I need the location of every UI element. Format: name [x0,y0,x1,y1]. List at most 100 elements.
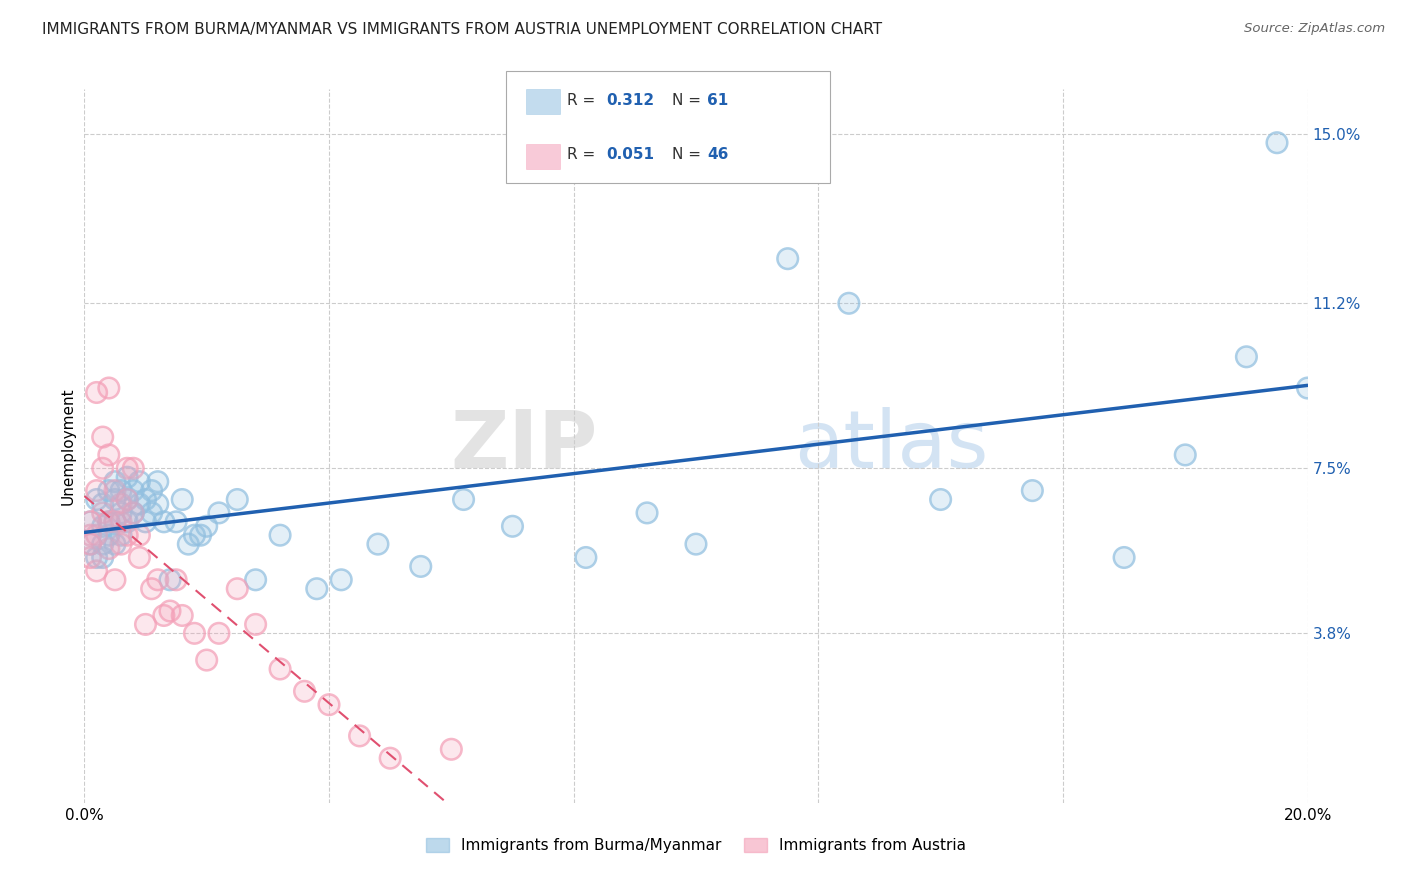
Point [226,582,249,596]
Point [165,573,187,587]
Point [91,537,114,551]
Point [97,541,120,556]
Point [110,528,132,542]
Point [79,537,101,551]
Point [91,497,114,511]
Point [409,559,432,574]
Point [1021,483,1043,498]
Point [79,537,101,551]
Point [91,550,114,565]
Point [122,506,145,520]
Point [122,483,145,498]
Point [502,519,524,533]
Point [122,506,145,520]
Text: 61: 61 [707,94,728,108]
Point [195,519,218,533]
Point [104,573,127,587]
Point [79,515,101,529]
Point [269,528,291,542]
Point [86,564,108,578]
Point [97,515,120,529]
Text: R =: R = [567,94,600,108]
Point [115,470,138,484]
Point [177,537,200,551]
Point [104,537,127,551]
Point [104,515,127,529]
Point [165,515,187,529]
Text: 0.051: 0.051 [606,147,654,161]
Point [104,515,127,529]
Point [86,550,108,565]
Point [183,626,205,640]
Point [104,537,127,551]
Point [97,528,120,542]
Point [97,448,120,462]
Point [97,515,120,529]
Point [104,492,127,507]
Point [318,698,340,712]
Point [177,537,200,551]
Point [91,497,114,511]
Point [245,573,267,587]
Point [135,515,157,529]
Point [453,492,475,507]
Text: 0.312: 0.312 [606,94,654,108]
Point [776,252,799,266]
Point [86,385,108,400]
Point [110,506,132,520]
Point [110,537,132,551]
Point [141,506,163,520]
Point [1236,350,1258,364]
Point [1174,448,1197,462]
Point [190,528,212,542]
Point [141,582,163,596]
Point [453,492,475,507]
Point [97,515,120,529]
Point [91,550,114,565]
Point [838,296,860,310]
Text: IMMIGRANTS FROM BURMA/MYANMAR VS IMMIGRANTS FROM AUSTRIA UNEMPLOYMENT CORRELATIO: IMMIGRANTS FROM BURMA/MYANMAR VS IMMIGRA… [42,22,883,37]
Point [440,742,463,756]
Point [79,537,101,551]
Point [79,515,101,529]
Point [153,515,176,529]
Point [91,461,114,475]
Point [97,528,120,542]
Point [294,684,316,698]
Point [135,492,157,507]
Point [172,608,194,623]
Point [318,698,340,712]
Y-axis label: Unemployment: Unemployment [60,387,76,505]
Point [208,506,231,520]
Text: R =: R = [567,147,600,161]
Point [153,608,176,623]
Point [1021,483,1043,498]
Point [172,492,194,507]
Point [575,550,598,565]
Point [1236,350,1258,364]
Point [91,506,114,520]
Point [172,492,194,507]
Point [269,662,291,676]
Point [110,497,132,511]
Point [1265,136,1288,150]
Point [409,559,432,574]
Point [226,492,249,507]
Point [115,528,138,542]
Point [1296,381,1319,395]
Point [183,528,205,542]
Point [110,483,132,498]
Point [115,461,138,475]
Point [153,515,176,529]
Point [208,506,231,520]
Point [153,608,176,623]
Point [115,470,138,484]
Point [104,483,127,498]
Point [128,550,150,565]
Text: Source: ZipAtlas.com: Source: ZipAtlas.com [1244,22,1385,36]
Point [838,296,860,310]
Point [190,528,212,542]
Point [135,617,157,632]
Point [159,573,181,587]
Point [159,573,181,587]
